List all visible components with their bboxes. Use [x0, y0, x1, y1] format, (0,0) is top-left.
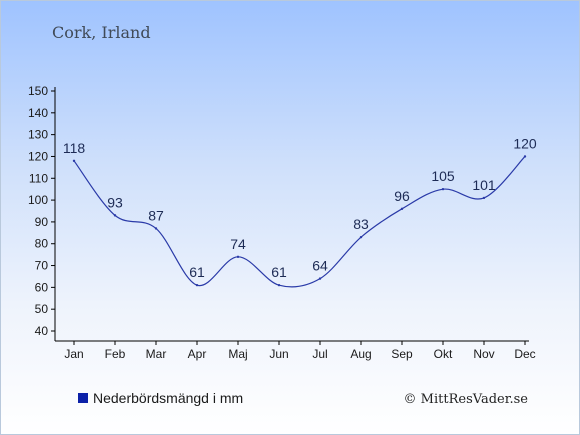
y-tick-label: 110: [29, 171, 48, 185]
series-line: [73, 156, 526, 288]
y-tick-label: 40: [35, 324, 49, 338]
y-tick-label: 150: [28, 84, 48, 98]
x-tick-label: Maj: [228, 347, 247, 361]
chart-title: Cork, Irland: [52, 23, 151, 42]
y-tick-label: 90: [35, 215, 49, 229]
data-point: [441, 187, 445, 191]
data-label: 87: [148, 207, 164, 223]
data-point: [72, 159, 76, 163]
data-point: [154, 227, 158, 230]
y-tick-label: 120: [28, 149, 48, 163]
data-point: [318, 277, 322, 280]
data-label: 83: [353, 216, 369, 232]
data-point: [236, 255, 240, 259]
y-tick-label: 130: [28, 128, 48, 142]
x-axis-ticks: Jan Feb Mar Apr Maj Jun Jul Aug Sep Okt Nov Dec: [64, 341, 536, 361]
data-point: [400, 207, 404, 211]
x-tick-label: Jul: [312, 347, 327, 361]
y-tick-label: 50: [35, 302, 49, 316]
x-tick-label: Jun: [269, 347, 288, 361]
y-tick-label: 80: [35, 237, 49, 251]
x-tick-label: Nov: [473, 347, 494, 361]
data-label: 101: [472, 177, 496, 193]
credit-text: © MittResVader.se: [404, 392, 529, 407]
legend-swatch: [78, 393, 88, 403]
data-label: 61: [189, 264, 205, 280]
x-tick-label: Jan: [64, 347, 83, 361]
data-label: 93: [107, 194, 123, 210]
data-point: [277, 283, 281, 287]
x-tick-label: Apr: [188, 347, 207, 361]
y-tick-label: 140: [28, 106, 48, 120]
data-point: [359, 235, 363, 239]
data-point: [195, 283, 199, 287]
data-label: 74: [230, 236, 246, 252]
data-label: 120: [513, 135, 537, 151]
data-label: 61: [271, 264, 287, 280]
x-tick-label: Aug: [350, 347, 371, 361]
data-label: 64: [312, 258, 328, 274]
data-label: 96: [394, 188, 410, 204]
legend-label: Nederbördsmängd i mm: [93, 390, 243, 406]
data-points: [72, 155, 527, 287]
x-tick-label: Mar: [146, 347, 167, 361]
x-tick-label: Sep: [391, 347, 413, 361]
data-label: 118: [63, 140, 86, 156]
axes: [54, 87, 529, 342]
x-tick-label: Okt: [434, 347, 453, 361]
data-point: [482, 196, 486, 200]
y-tick-label: 100: [28, 193, 48, 207]
data-point: [523, 155, 527, 158]
data-labels: 118 93 87 61 74 61 64 83 96 105 101 120: [63, 135, 537, 280]
x-tick-label: Dec: [514, 347, 535, 361]
x-tick-label: Feb: [105, 347, 126, 361]
y-axis-ticks: 40 50 60 70 80 90 100 110 120 130 140 150: [28, 84, 55, 338]
y-tick-label: 70: [35, 259, 49, 273]
data-point: [113, 214, 117, 217]
data-label: 105: [431, 168, 455, 184]
y-tick-label: 60: [35, 280, 49, 294]
